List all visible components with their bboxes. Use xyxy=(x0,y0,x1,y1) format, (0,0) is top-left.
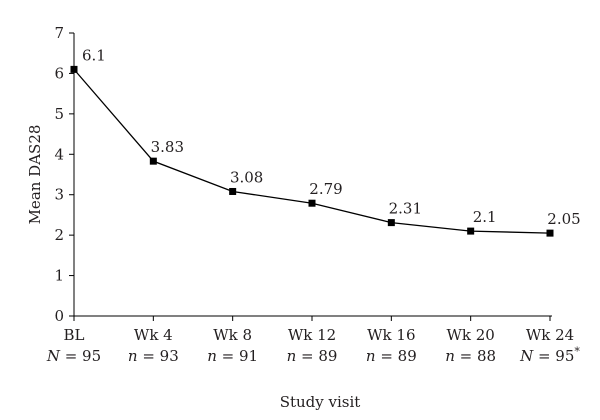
data-point-marker xyxy=(387,219,395,227)
x-tick-label: BL xyxy=(64,326,85,344)
y-tick-label: 2 xyxy=(54,226,64,244)
x-tick-label: Wk 12 xyxy=(288,326,336,344)
data-markers xyxy=(70,65,554,237)
data-value-label: 2.79 xyxy=(309,180,342,198)
x-tick-label: Wk 16 xyxy=(367,326,415,344)
data-point-marker xyxy=(467,227,475,235)
y-tick-label: 1 xyxy=(54,267,64,285)
sample-size-label: n = 88 xyxy=(445,347,496,365)
sample-size-label: N = 95 xyxy=(46,347,101,365)
y-tick-label: 5 xyxy=(54,105,64,123)
data-value-label: 3.08 xyxy=(230,168,263,186)
x-tick-label: Wk 24 xyxy=(526,326,574,344)
x-tick-label: Wk 8 xyxy=(213,326,252,344)
y-ticks: 0 1 2 3 4 5 6 7 xyxy=(54,24,74,325)
data-value-label: 6.1 xyxy=(82,46,106,64)
x-ticks: BL N = 95 Wk 4 n = 93 Wk 8 n = 91 Wk 12 n = 89 W… xyxy=(46,316,580,366)
sample-size-label: n = 93 xyxy=(128,347,179,365)
y-tick-label: 0 xyxy=(54,307,64,325)
data-labels: 6.1 3.83 3.08 2.79 2.31 2.1 2.05 xyxy=(82,46,581,228)
sample-size-label: N = 95* xyxy=(519,345,580,366)
y-tick-label: 6 xyxy=(54,64,64,82)
data-value-label: 2.05 xyxy=(547,210,580,228)
x-tick-label: Wk 20 xyxy=(446,326,494,344)
data-point-marker xyxy=(546,229,554,237)
sample-size-label: n = 89 xyxy=(366,347,417,365)
y-tick-label: 4 xyxy=(54,145,64,163)
data-value-label: 2.31 xyxy=(389,200,422,218)
sample-size-label: n = 89 xyxy=(287,347,338,365)
y-axis-title: Mean DAS28 xyxy=(26,125,44,225)
x-tick-label: Wk 4 xyxy=(134,326,173,344)
sample-size-label: n = 91 xyxy=(207,347,258,365)
data-value-label: 3.83 xyxy=(151,138,184,156)
data-point-marker xyxy=(149,157,157,165)
axes xyxy=(73,33,552,317)
y-tick-label: 7 xyxy=(54,24,64,42)
data-point-marker xyxy=(308,199,316,207)
data-point-marker xyxy=(229,187,237,195)
x-axis-title: Study visit xyxy=(280,393,361,411)
y-tick-label: 3 xyxy=(54,186,64,204)
data-point-marker xyxy=(70,65,78,73)
data-value-label: 2.1 xyxy=(473,208,497,226)
